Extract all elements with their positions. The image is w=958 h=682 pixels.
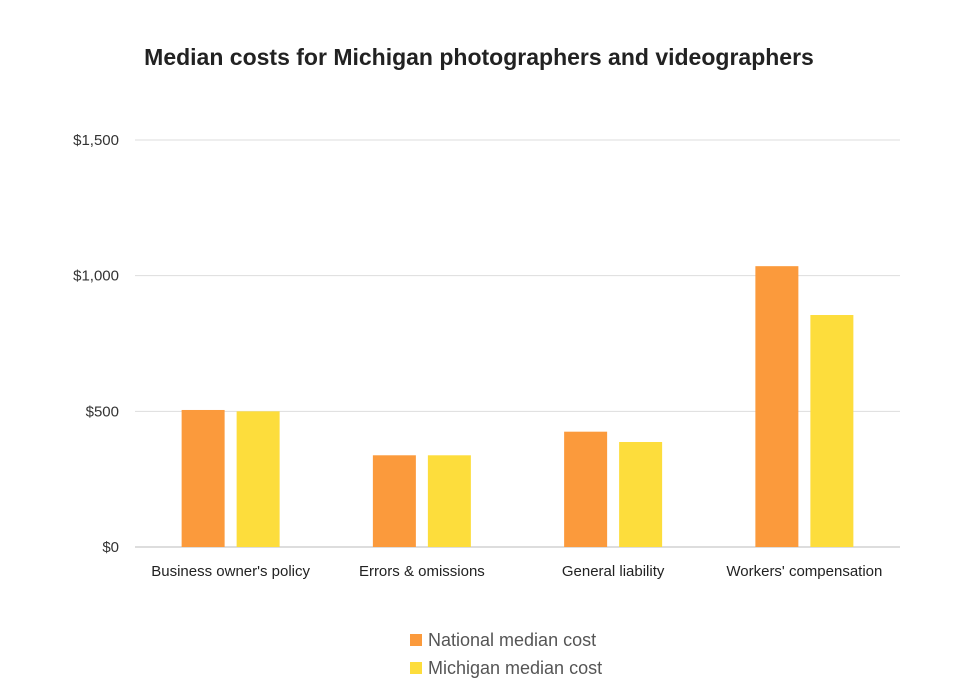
legend-swatch-michigan	[410, 662, 422, 674]
bars	[181, 266, 854, 547]
y-tick-label: $1,500	[73, 132, 119, 149]
x-category-label: Errors & omissions	[359, 563, 485, 580]
legend-item-national: National median cost	[410, 626, 602, 654]
bar-national	[181, 409, 225, 547]
legend-label-national: National median cost	[428, 629, 597, 650]
bar-michigan	[810, 315, 854, 547]
bar-national	[755, 266, 799, 547]
bar-national	[564, 431, 608, 547]
x-category-label: Business owner's policy	[151, 563, 310, 580]
x-axis-categories: Business owner's policy Errors & omission…	[151, 563, 882, 580]
legend-item-michigan: Michigan median cost	[410, 654, 602, 682]
y-tick-label: $500	[86, 403, 119, 420]
bar-chart: $0 $500 $1,000 $1,500 Business owner's poli…	[73, 132, 900, 580]
y-tick-label: $1,000	[73, 268, 119, 285]
chart-title: Median costs for Michigan photographers …	[144, 44, 814, 70]
y-axis-ticks: $0 $500 $1,000 $1,500	[73, 132, 119, 556]
x-category-label: Workers' compensation	[726, 563, 882, 580]
x-category-label: General liability	[562, 563, 665, 580]
legend-label-michigan: Michigan median cost	[428, 657, 603, 678]
bar-michigan	[619, 441, 663, 547]
legend: National median cost Michigan median cos…	[410, 626, 602, 682]
y-tick-label: $0	[102, 539, 119, 556]
bar-national	[372, 455, 416, 547]
legend-swatch-national	[410, 634, 422, 646]
bar-michigan	[236, 411, 280, 547]
bar-michigan	[427, 455, 471, 547]
